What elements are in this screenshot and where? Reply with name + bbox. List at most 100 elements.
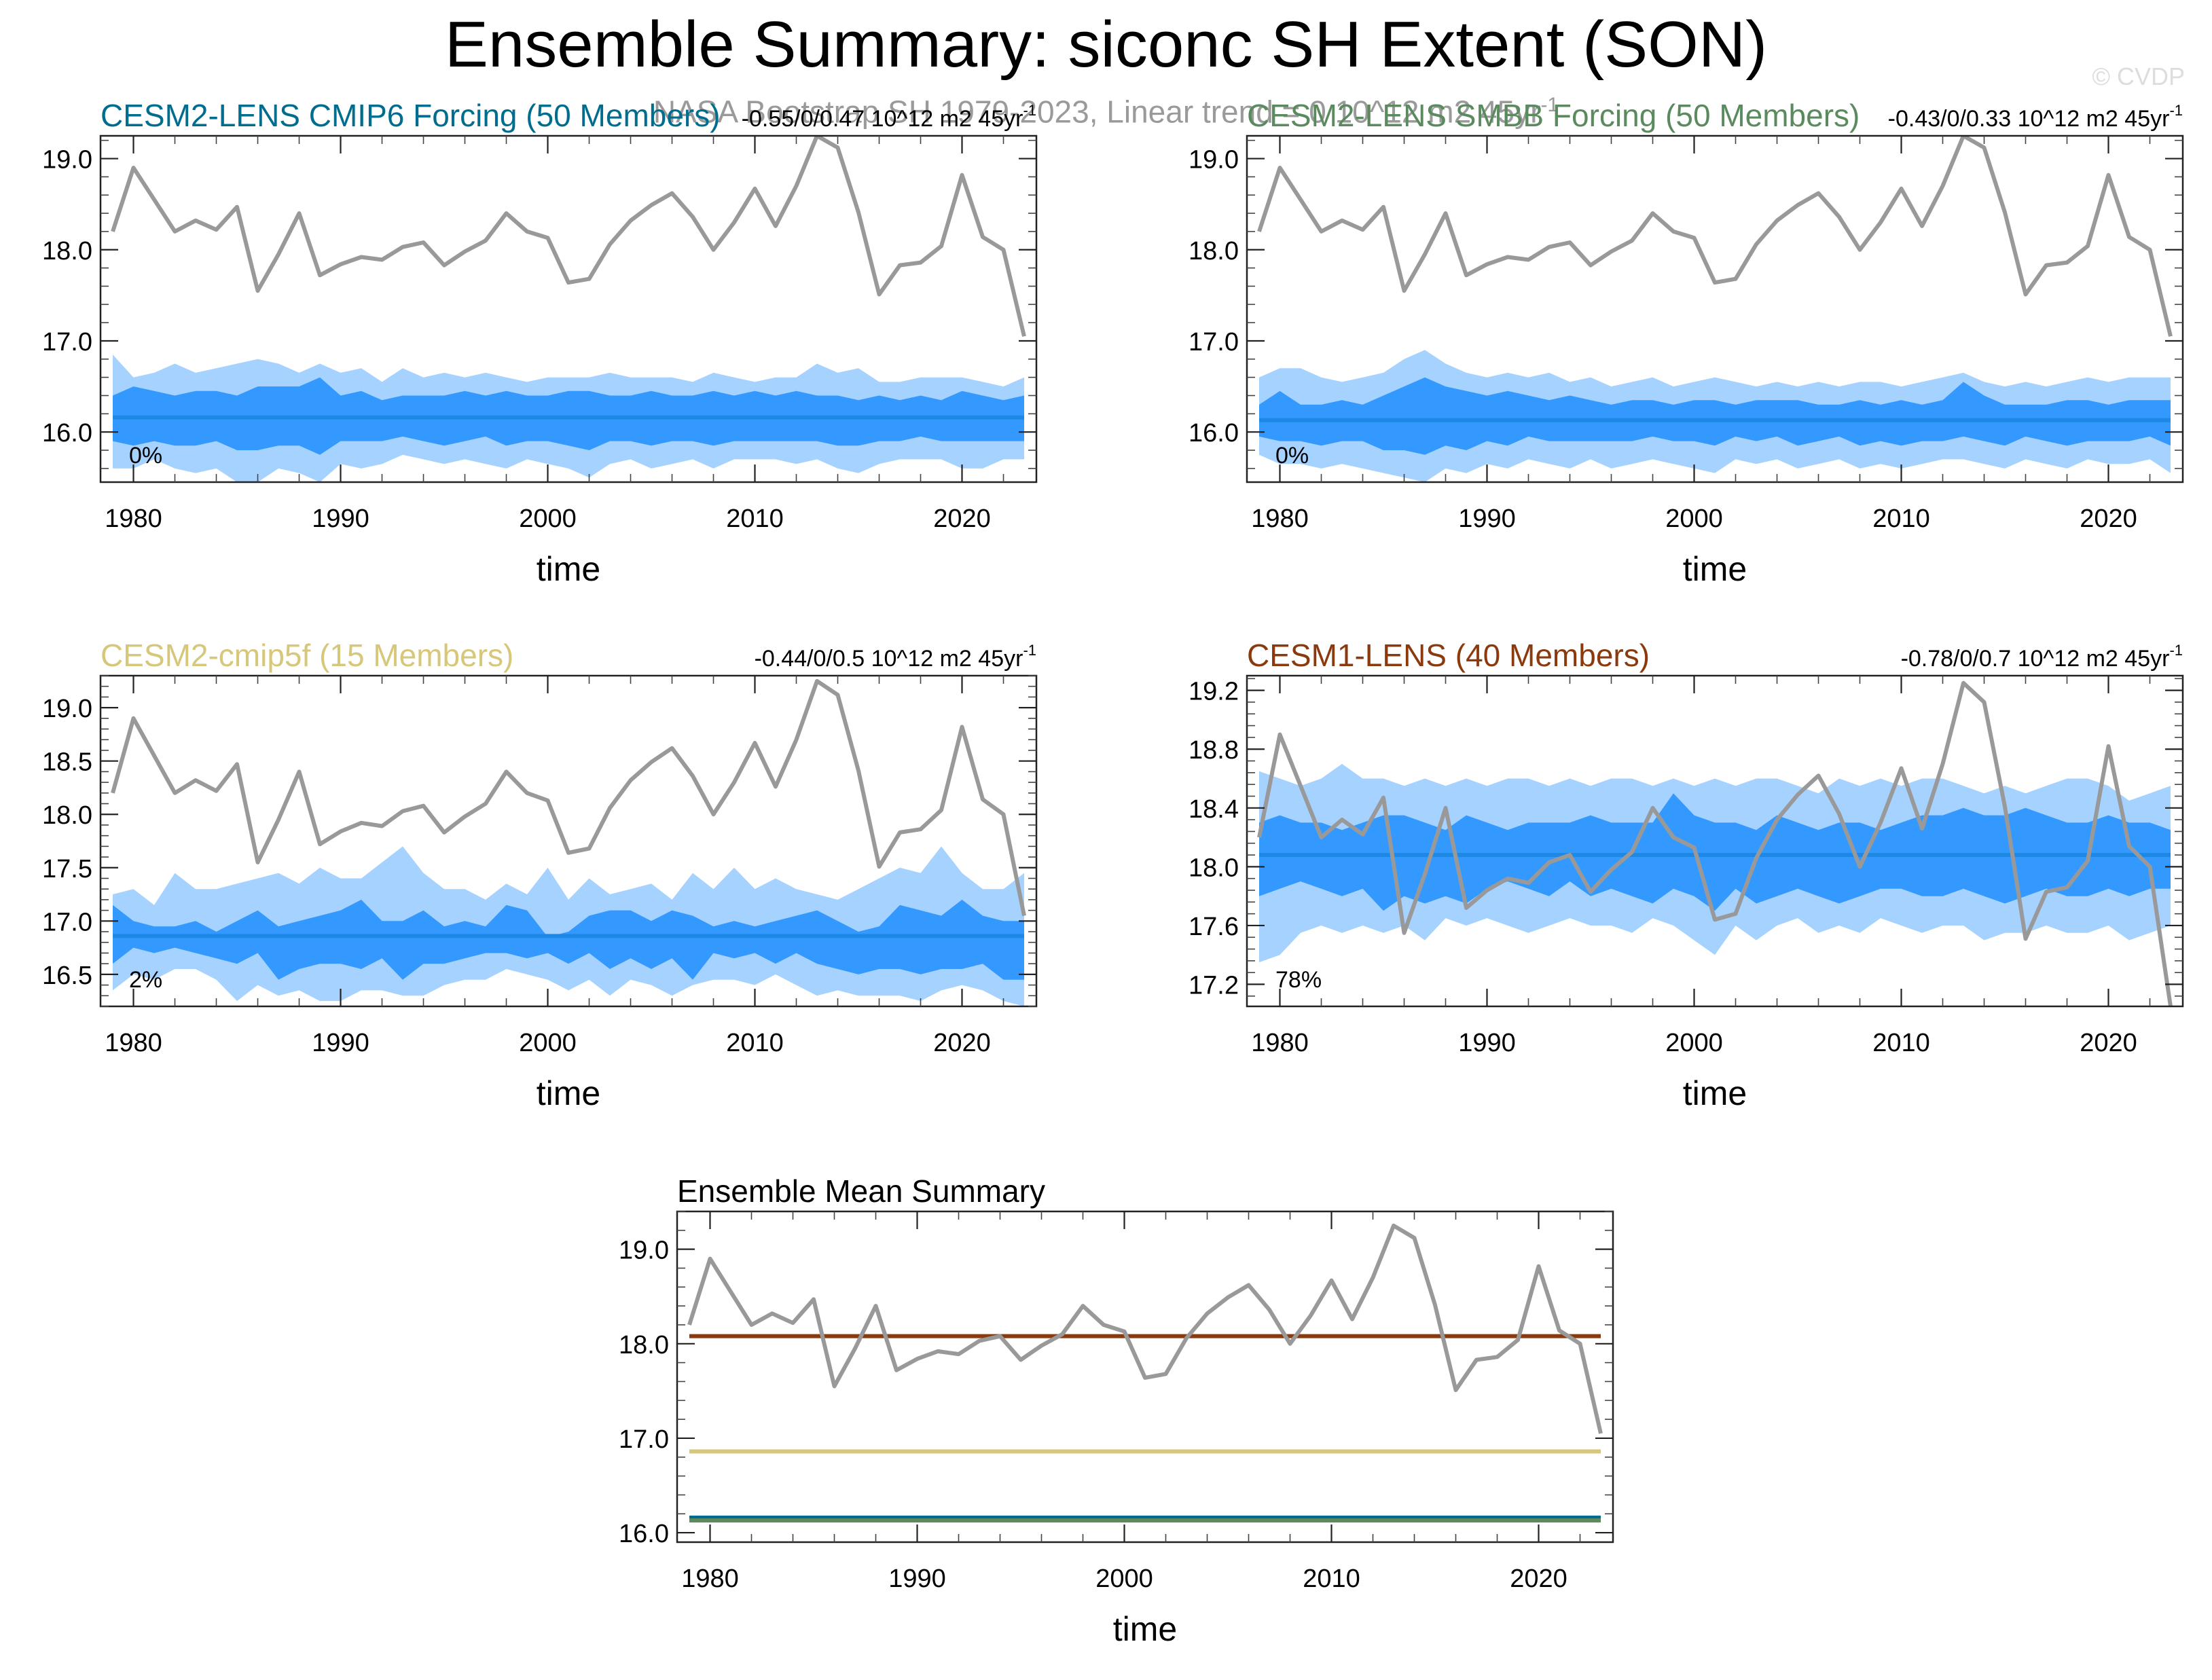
panel-title-mean-summary: Ensemble Mean Summary	[677, 1173, 1045, 1209]
trend-text-lens1: -0.78/0/0.7 10^12 m2 45yr	[1901, 646, 2170, 672]
xtick-label-smbb: 2010	[1872, 505, 1930, 533]
panel-smbb: 16.0 17.0 18.0 19.0 1980 1990 2000 2010 2020 time…	[1189, 98, 2184, 588]
ytick-label-lens1: 18.8	[1189, 736, 1239, 765]
xtick-label-smbb: 1980	[1251, 505, 1309, 533]
plot-frame-mean-summary	[676, 1210, 1614, 1544]
inner-band-cmip5f	[113, 899, 1024, 980]
trend-superscript-lens1: -1	[2169, 642, 2183, 659]
ytick-label-cmip5f: 18.0	[42, 801, 92, 830]
ytick-label-mean-summary: 17.0	[619, 1425, 669, 1454]
watermark: © CVDP	[2092, 62, 2185, 90]
percent-label-lens1: 78%	[1275, 967, 1322, 993]
obs-line-smbb	[1257, 136, 2173, 337]
xtick-label-mean-summary: 1980	[681, 1565, 739, 1593]
ytick-label-lens1: 18.0	[1189, 854, 1239, 882]
ytick-label-cmip6: 17.0	[42, 328, 92, 357]
plot-area-cmip6	[111, 136, 1026, 482]
x-axis-label-smbb: time	[1683, 550, 1747, 588]
ytick-label-cmip5f: 17.5	[42, 855, 92, 883]
xtick-label-cmip6: 1990	[312, 505, 369, 533]
trend-label-cmip5f: -0.44/0/0.5 10^12 m2 45yr-1	[755, 642, 1036, 672]
xtick-label-cmip6: 2010	[726, 505, 784, 533]
plot-frame-lens1	[1246, 674, 2184, 1008]
plot-frame-cmip6	[99, 134, 1038, 483]
ytick-label-smbb: 16.0	[1189, 419, 1239, 448]
trend-superscript-cmip5f: -1	[1023, 642, 1036, 659]
ytick-label-lens1: 17.2	[1189, 972, 1239, 1000]
ytick-label-mean-summary: 18.0	[619, 1331, 669, 1359]
x-axis-label-lens1: time	[1683, 1074, 1747, 1112]
ytick-label-cmip6: 16.0	[42, 419, 92, 448]
ytick-label-smbb: 18.0	[1189, 237, 1239, 266]
x-axis-label-cmip6: time	[537, 550, 600, 588]
ytick-label-lens1: 17.6	[1189, 913, 1239, 941]
ytick-label-cmip5f: 18.5	[42, 748, 92, 777]
xtick-label-mean-summary: 2000	[1095, 1565, 1153, 1593]
ytick-label-cmip5f: 19.0	[42, 695, 92, 723]
xtick-label-lens1: 1990	[1458, 1029, 1516, 1057]
panel-lens1: 17.2 17.6 18.0 18.4 18.8 19.2 1980 1990 2000 2010…	[1189, 638, 2184, 1112]
xtick-label-lens1: 2020	[2080, 1029, 2137, 1057]
trend-text-cmip6: -0.55/0/0.47 10^12 m2 45yr	[742, 106, 1023, 132]
ytick-label-cmip5f: 17.0	[42, 908, 92, 936]
panel-title-lens1: CESM1-LENS (40 Members)	[1247, 638, 1650, 673]
xtick-label-cmip5f: 1990	[312, 1029, 369, 1057]
ytick-label-smbb: 17.0	[1189, 328, 1239, 357]
xtick-label-lens1: 2000	[1665, 1029, 1723, 1057]
ytick-label-cmip5f: 16.5	[42, 962, 92, 990]
percent-label-smbb: 0%	[1275, 443, 1309, 469]
plot-area-smbb	[1257, 136, 2173, 482]
percent-label-cmip6: 0%	[129, 443, 162, 469]
panel-title-smbb: CESM2-LENS SMBB Forcing (50 Members)	[1247, 98, 1860, 133]
plot-area-lens1	[1257, 680, 2173, 1006]
panel-title-cmip6: CESM2-LENS CMIP6 Forcing (50 Members)	[101, 98, 721, 133]
xtick-label-mean-summary: 2010	[1303, 1565, 1360, 1593]
xtick-label-cmip5f: 2000	[519, 1029, 577, 1057]
xtick-label-lens1: 1980	[1251, 1029, 1309, 1057]
figure-subtitle: NASA Bootstrap SH 1979-2023, Linear tren…	[0, 94, 2212, 130]
ytick-label-lens1: 18.4	[1189, 795, 1239, 824]
obs-line-cmip5f	[111, 678, 1026, 917]
obs-line-lens1	[1257, 680, 2173, 1006]
xtick-label-mean-summary: 2020	[1510, 1565, 1567, 1593]
panel-mean-summary: 16.0 17.0 18.0 19.0 1980 1990 2000 2010 2020 time…	[619, 1173, 1614, 1648]
trend-superscript-cmip6: -1	[1023, 102, 1036, 119]
ytick-label-lens1: 19.2	[1189, 678, 1239, 706]
ytick-label-mean-summary: 16.0	[619, 1520, 669, 1548]
panel-cmip5f: 16.5 17.0 17.5 18.0 18.5 19.0 1980 1990 2000 2010…	[42, 638, 1038, 1112]
trend-superscript-smbb: -1	[2169, 102, 2183, 119]
inner-band-lens1	[1259, 793, 2171, 911]
trend-label-smbb: -0.43/0/0.33 10^12 m2 45yr-1	[1888, 102, 2183, 132]
x-axis-label-mean-summary: time	[1113, 1610, 1177, 1648]
plot-area-mean-summary	[687, 1223, 1603, 1522]
xtick-label-cmip6: 1980	[105, 505, 162, 533]
xtick-label-cmip6: 2000	[519, 505, 577, 533]
percent-label-cmip5f: 2%	[129, 967, 162, 993]
xtick-label-cmip5f: 1980	[105, 1029, 162, 1057]
ytick-label-smbb: 19.0	[1189, 146, 1239, 175]
plot-frame-cmip5f	[99, 674, 1038, 1008]
trend-label-lens1: -0.78/0/0.7 10^12 m2 45yr-1	[1901, 642, 2183, 672]
obs-line-cmip6	[111, 136, 1026, 337]
xtick-label-smbb: 2000	[1665, 505, 1723, 533]
outer-band-cmip5f	[113, 846, 1024, 1006]
obs-line-mean-summary	[687, 1223, 1603, 1434]
xtick-label-smbb: 2020	[2080, 505, 2137, 533]
plot-frame-smbb	[1246, 134, 2184, 483]
panel-cmip6: 16.0 17.0 18.0 19.0 1980 1990 2000 2010 2020 time…	[42, 98, 1038, 588]
panel-title-cmip5f: CESM2-cmip5f (15 Members)	[101, 638, 513, 673]
ytick-label-cmip6: 18.0	[42, 237, 92, 266]
xtick-label-mean-summary: 1990	[888, 1565, 946, 1593]
subtitle-text: NASA Bootstrap SH 1979-2023, Linear tren…	[653, 94, 1541, 130]
xtick-label-smbb: 1990	[1458, 505, 1516, 533]
figure-title: Ensemble Summary: siconc SH Extent (SON)	[444, 8, 1768, 81]
x-axis-label-cmip5f: time	[537, 1074, 600, 1112]
ytick-label-mean-summary: 19.0	[619, 1237, 669, 1265]
subtitle-superscript: -1	[1540, 94, 1559, 116]
trend-text-cmip5f: -0.44/0/0.5 10^12 m2 45yr	[755, 646, 1023, 672]
trend-label-cmip6: -0.55/0/0.47 10^12 m2 45yr-1	[742, 102, 1036, 132]
inner-band-smbb	[1259, 377, 2171, 455]
xtick-label-cmip6: 2020	[933, 505, 991, 533]
